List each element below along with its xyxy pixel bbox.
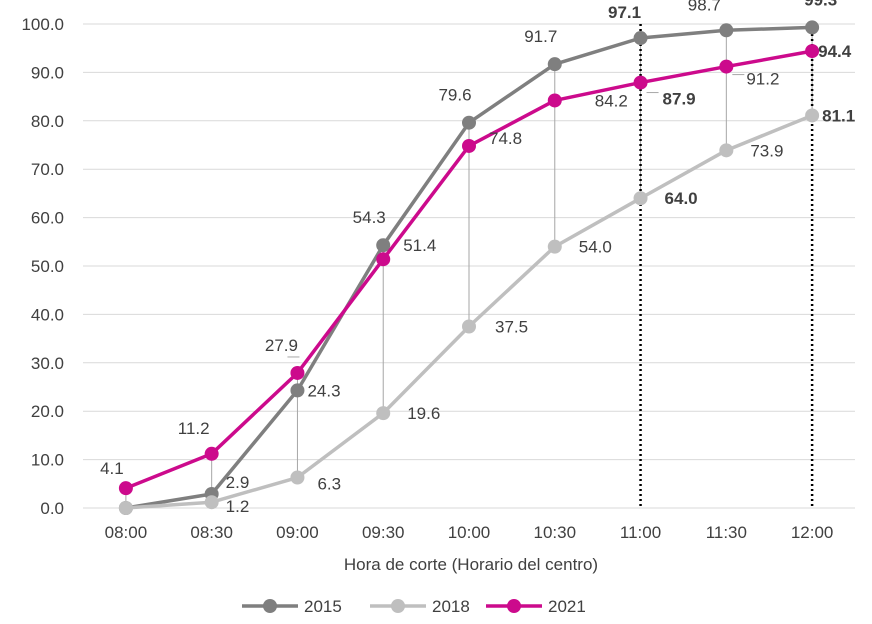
x-tick-label: 10:00	[448, 523, 491, 542]
data-point-2018	[118, 501, 133, 515]
data-label-2021: 84.2	[595, 91, 628, 110]
y-tick-label: 60.0	[31, 209, 64, 228]
data-label-2021: 11.2	[178, 419, 210, 438]
legend-label-2018: 2018	[432, 597, 470, 616]
data-label-2018: 19.6	[407, 404, 440, 423]
y-tick-label: 30.0	[31, 354, 64, 373]
x-tick-label: 11:00	[620, 523, 661, 542]
legend: 2015 2018 2021	[242, 597, 586, 616]
data-label-2018: 37.5	[495, 318, 528, 337]
series-group	[118, 20, 820, 515]
x-tick-label: 09:30	[362, 523, 405, 542]
data-label-2021: 51.4	[403, 236, 436, 255]
data-point-2018	[376, 406, 391, 421]
data-point-2018	[462, 319, 476, 334]
data-point-2015	[805, 20, 820, 35]
data-point-2015	[547, 57, 562, 72]
data-label-2015: 2.9	[226, 473, 250, 492]
data-point-2021	[633, 75, 648, 90]
data-point-2018	[290, 470, 305, 485]
data-label-2018: 1.2	[226, 497, 250, 516]
data-labels: 2.9 24.3 54.3 79.6 91.7 97.1 98.7 99.3 1.2 6.3 19.…	[100, 0, 855, 516]
data-label-2021: 4.1	[100, 459, 124, 478]
data-point-2015	[633, 31, 648, 46]
legend-marker-2018	[391, 599, 405, 613]
y-tick-label: 40.0	[31, 305, 64, 324]
data-label-2018: 73.9	[750, 141, 783, 160]
x-tick-label: 11:30	[706, 523, 747, 542]
data-label-2015: 98.7	[688, 0, 721, 14]
x-tick-label: 12:00	[791, 523, 834, 542]
data-label-2021: 94.4	[818, 42, 852, 61]
y-tick-label: 20.0	[31, 402, 64, 421]
data-point-2018	[547, 239, 562, 254]
y-tick-label: 100.0	[21, 15, 64, 34]
data-point-2018	[719, 143, 734, 158]
x-axis-ticks: 08:00 08:30 09:00 09:30 10:00 10:30 11:00 11:30…	[105, 523, 834, 542]
data-label-2021: 87.9	[663, 90, 696, 109]
data-point-2021	[204, 446, 219, 461]
data-label-2015: 99.3	[804, 0, 837, 9]
legend-label-2021: 2021	[548, 597, 586, 616]
data-point-2015	[462, 115, 476, 130]
data-label-2018: 64.0	[665, 189, 698, 208]
x-tick-label: 10:30	[534, 523, 577, 542]
data-point-2015	[719, 23, 734, 38]
data-label-2015: 54.3	[353, 208, 386, 227]
legend-marker-2021	[507, 599, 521, 613]
data-point-2021	[376, 252, 391, 267]
data-point-2021	[290, 365, 305, 380]
data-label-2021: 91.2	[746, 70, 779, 89]
x-axis-title: Hora de corte (Horario del centro)	[344, 555, 598, 574]
data-label-2015: 91.7	[524, 27, 557, 46]
legend-label-2015: 2015	[304, 597, 342, 616]
data-point-2018	[633, 191, 648, 206]
y-tick-label: 10.0	[31, 451, 64, 470]
data-label-2018: 81.1	[822, 106, 855, 125]
y-tick-label: 0.0	[40, 499, 64, 518]
data-label-2021: 27.9	[265, 336, 298, 355]
data-point-2018	[204, 495, 219, 510]
data-label-2015: 79.6	[438, 86, 471, 105]
data-point-2021	[805, 44, 820, 59]
data-label-2021: 74.8	[489, 129, 522, 148]
data-label-2018: 54.0	[579, 238, 612, 257]
x-tick-label: 08:00	[105, 523, 148, 542]
x-tick-label: 08:30	[190, 523, 233, 542]
data-point-2021	[462, 138, 476, 153]
data-point-2018	[805, 108, 820, 123]
y-tick-label: 90.0	[31, 63, 64, 82]
data-label-2015: 24.3	[307, 381, 340, 400]
y-tick-label: 80.0	[31, 112, 64, 131]
data-label-2015: 97.1	[608, 3, 641, 22]
data-point-2021	[118, 481, 133, 496]
data-point-2015	[376, 238, 391, 253]
y-tick-label: 70.0	[31, 160, 64, 179]
legend-marker-2015	[263, 599, 277, 613]
data-label-2018: 6.3	[317, 475, 341, 494]
data-point-2021	[719, 59, 734, 74]
reference-lines	[639, 24, 814, 508]
x-tick-label: 09:00	[276, 523, 319, 542]
data-point-2021	[547, 93, 562, 108]
y-tick-label: 50.0	[31, 257, 64, 276]
data-point-2015	[290, 383, 305, 398]
y-axis-ticks: 0.0 10.0 20.0 30.0 40.0 50.0 60.0 70.0 80.0 90.0 1…	[21, 15, 64, 518]
